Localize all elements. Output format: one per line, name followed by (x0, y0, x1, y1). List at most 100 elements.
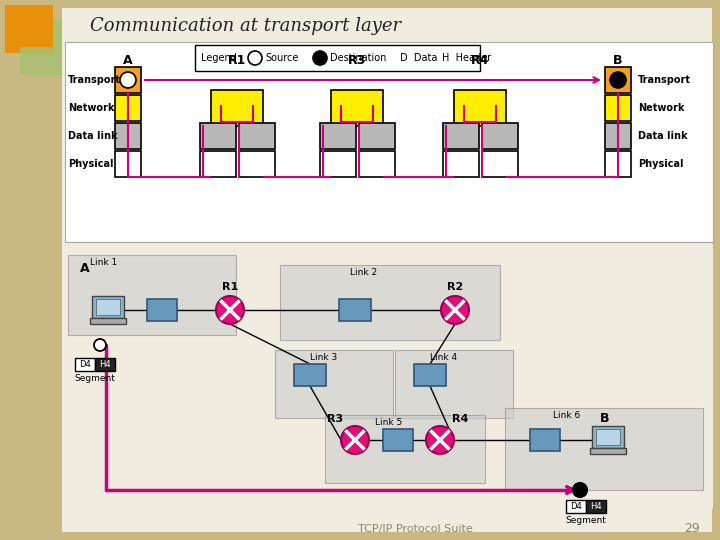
Bar (320, 123, 356, 149)
Text: Network: Network (68, 103, 114, 113)
Text: R2: R2 (447, 282, 463, 292)
Text: Physical: Physical (638, 159, 683, 169)
Text: 29: 29 (684, 523, 700, 536)
Circle shape (216, 296, 244, 324)
Bar (596, 429, 620, 445)
Text: H4: H4 (99, 360, 111, 369)
Text: Link 2: Link 2 (350, 268, 377, 277)
Bar (359, 123, 395, 149)
Bar (92, 295, 124, 318)
Bar (566, 500, 586, 513)
Bar (605, 123, 631, 149)
Bar (115, 95, 141, 121)
Text: R1: R1 (228, 53, 246, 66)
Bar (395, 350, 513, 418)
Bar (65, 42, 713, 242)
Text: Link 5: Link 5 (375, 418, 402, 427)
Bar (68, 255, 236, 335)
Circle shape (426, 426, 454, 454)
Bar (482, 151, 518, 177)
Bar (115, 67, 141, 93)
Bar (238, 123, 274, 149)
Bar (359, 151, 395, 177)
Bar (294, 364, 326, 386)
Text: Physical: Physical (68, 159, 114, 169)
Bar (443, 123, 479, 149)
Bar (195, 45, 480, 71)
Text: Link 3: Link 3 (310, 353, 337, 362)
Text: TCP/IP Protocol Suite: TCP/IP Protocol Suite (358, 524, 472, 534)
Bar (605, 95, 631, 121)
Text: Data link: Data link (68, 131, 117, 141)
Text: B: B (600, 412, 610, 425)
Bar (505, 408, 703, 490)
Circle shape (441, 296, 469, 324)
Text: R3: R3 (327, 414, 343, 424)
Text: R1: R1 (222, 282, 238, 292)
Text: A: A (80, 262, 89, 275)
Text: B: B (613, 53, 623, 66)
Bar (454, 90, 506, 126)
Bar (115, 123, 141, 149)
Bar (275, 350, 393, 418)
Bar (199, 123, 235, 149)
Text: Source: Source (265, 53, 298, 63)
Text: Transport: Transport (638, 75, 691, 85)
Bar (96, 299, 120, 315)
Text: D4: D4 (79, 360, 91, 369)
Bar (5, 5, 53, 47)
Text: Destination: Destination (330, 53, 387, 63)
Text: R4: R4 (452, 414, 468, 424)
Circle shape (610, 72, 626, 88)
Text: R4: R4 (471, 53, 489, 66)
Bar (586, 500, 606, 513)
Text: H  Header: H Header (442, 53, 491, 63)
Bar (414, 364, 446, 386)
Bar (482, 123, 518, 149)
Text: Communication at transport layer: Communication at transport layer (90, 17, 401, 35)
Bar (280, 265, 500, 340)
Text: A: A (123, 53, 132, 66)
Bar (75, 358, 95, 371)
Bar (211, 90, 263, 126)
Bar (20, 20, 62, 75)
Circle shape (94, 339, 106, 351)
Text: R3: R3 (348, 53, 366, 66)
Text: H4: H4 (590, 502, 602, 511)
Bar (91, 318, 125, 323)
Bar (339, 299, 371, 321)
Circle shape (313, 51, 327, 65)
Bar (5, 5, 53, 53)
Bar (95, 358, 115, 371)
Circle shape (248, 51, 262, 65)
Text: Network: Network (638, 103, 685, 113)
Text: Link 4: Link 4 (430, 353, 457, 362)
Bar (530, 429, 560, 451)
Text: Segment: Segment (566, 516, 606, 525)
Bar (331, 90, 383, 126)
Circle shape (120, 72, 136, 88)
Bar (65, 244, 713, 509)
Text: Transport: Transport (68, 75, 121, 85)
Text: D4: D4 (570, 502, 582, 511)
Circle shape (341, 426, 369, 454)
Bar (590, 448, 626, 454)
Bar (325, 415, 485, 483)
Text: D  Data: D Data (400, 53, 437, 63)
Bar (383, 429, 413, 451)
Bar (147, 299, 177, 321)
Bar (605, 151, 631, 177)
Text: Data link: Data link (638, 131, 688, 141)
Text: Segment: Segment (75, 374, 115, 383)
Bar (592, 426, 624, 448)
Bar (199, 151, 235, 177)
Bar (320, 151, 356, 177)
Text: Legend: Legend (201, 53, 237, 63)
Text: Link 1: Link 1 (90, 258, 117, 267)
Bar (115, 151, 141, 177)
Text: Link 6: Link 6 (553, 411, 580, 420)
Bar (605, 67, 631, 93)
Bar (443, 151, 479, 177)
Circle shape (573, 483, 587, 497)
Bar (238, 151, 274, 177)
